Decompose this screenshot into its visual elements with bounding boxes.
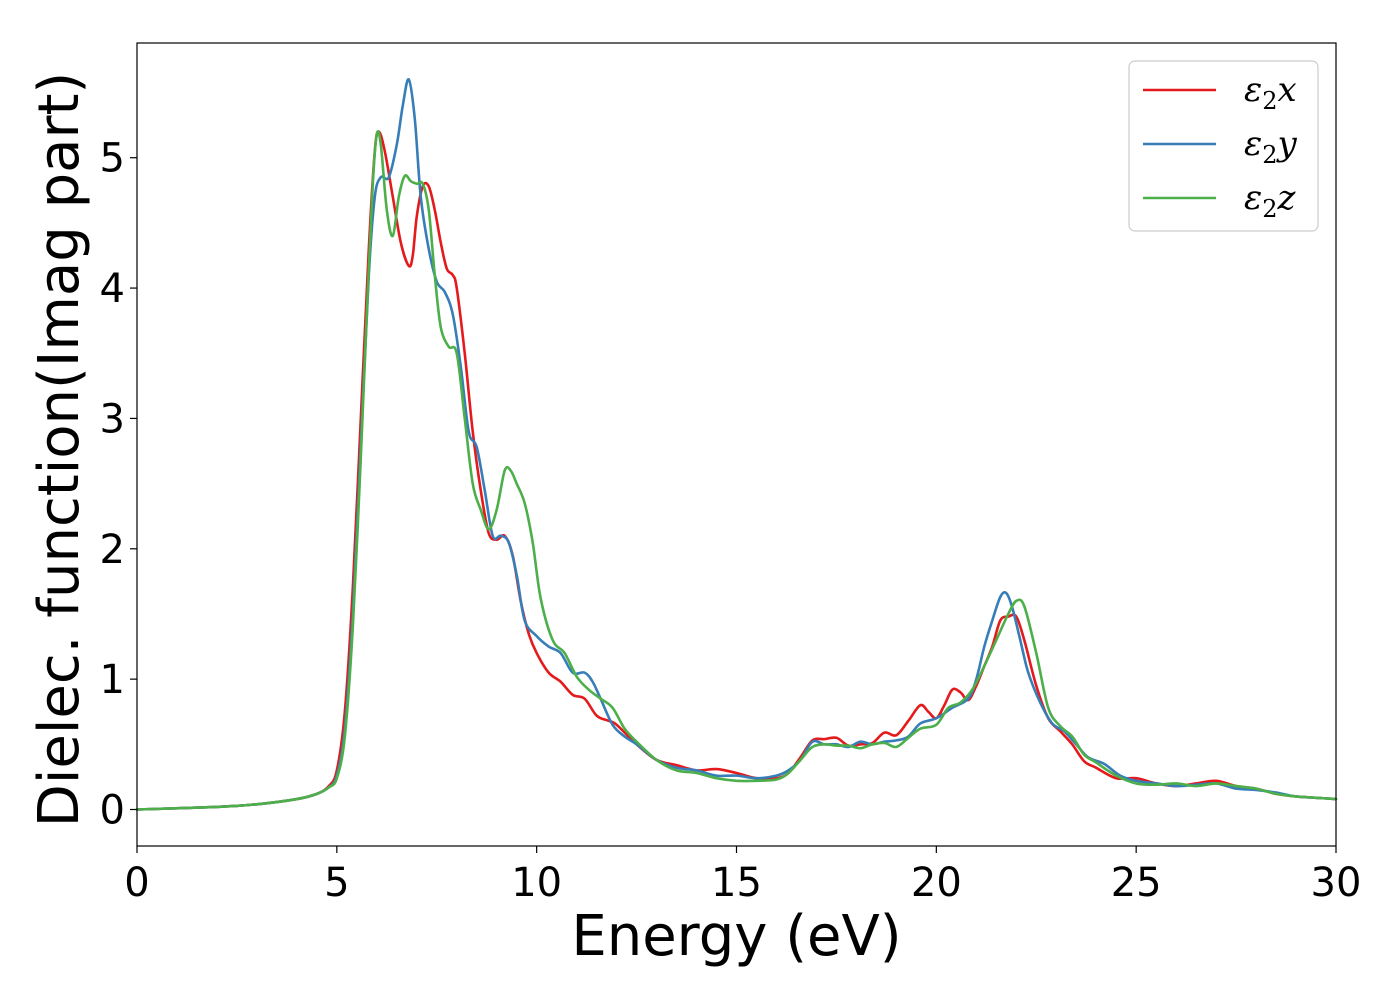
x-tick-label: 5 (324, 860, 349, 906)
y-axis: 0 1 2 3 4 5 (100, 136, 137, 834)
legend: ε2x ε2y ε2z (1128, 60, 1319, 232)
legend-label-y: ε2y (1244, 124, 1298, 169)
x-tick-label: 25 (1111, 860, 1162, 906)
series-line-z (135, 130, 1338, 811)
x-tick-label: 30 (1311, 860, 1362, 906)
y-tick-label: 0 (100, 788, 125, 834)
x-axis-title: Energy (eV) (571, 904, 901, 969)
x-tick-label: 0 (124, 860, 149, 906)
y-axis-title: Dielec. function(Imag part) (27, 72, 92, 828)
x-axis: 0 5 10 15 20 25 30 (124, 846, 1361, 906)
legend-label-z: ε2z (1244, 178, 1297, 223)
y-tick-label: 3 (100, 396, 125, 442)
x-tick-label: 20 (911, 860, 962, 906)
x-tick-label: 15 (711, 860, 762, 906)
y-tick-label: 5 (100, 136, 125, 182)
legend-box (1128, 60, 1319, 232)
y-tick-label: 2 (100, 527, 125, 573)
series-layer (135, 78, 1338, 811)
y-tick-label: 1 (100, 657, 125, 703)
legend-label-x: ε2x (1244, 70, 1297, 115)
y-tick-label: 4 (100, 266, 125, 312)
series-line-x (135, 130, 1338, 811)
x-tick-label: 10 (511, 860, 562, 906)
